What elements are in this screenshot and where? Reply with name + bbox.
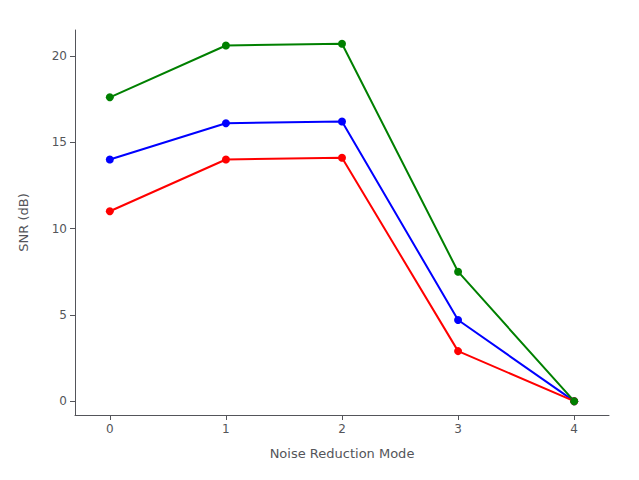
svg-text:0: 0 xyxy=(106,422,114,436)
svg-text:20: 20 xyxy=(52,49,67,63)
svg-text:0: 0 xyxy=(59,394,67,408)
svg-text:5: 5 xyxy=(59,308,67,322)
svg-text:3: 3 xyxy=(454,422,462,436)
svg-text:SNR (dB): SNR (dB) xyxy=(16,193,31,251)
svg-text:4: 4 xyxy=(570,422,578,436)
svg-text:2: 2 xyxy=(338,422,346,436)
svg-text:15: 15 xyxy=(52,135,67,149)
svg-text:1: 1 xyxy=(222,422,230,436)
svg-text:10: 10 xyxy=(52,222,67,236)
svg-text:Noise Reduction Mode: Noise Reduction Mode xyxy=(270,446,415,461)
